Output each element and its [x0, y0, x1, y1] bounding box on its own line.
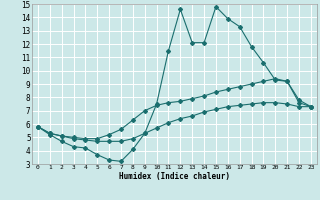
- X-axis label: Humidex (Indice chaleur): Humidex (Indice chaleur): [119, 172, 230, 181]
